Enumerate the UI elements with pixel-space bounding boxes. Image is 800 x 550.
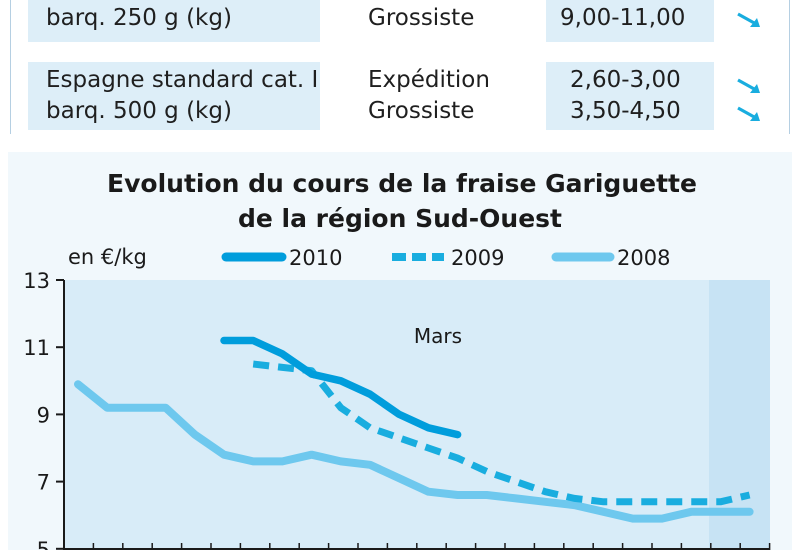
y-tick-label: 13 [23,269,50,293]
legend: 2010 2009 2008 [221,246,670,270]
y-axis: 13 11 9 7 5 [23,269,65,550]
price-text: 3,50-4,50 [570,98,681,124]
stage-cell: Expédition Grossiste [320,62,546,130]
y-tick-label: 5 [37,538,50,550]
x-axis [63,543,771,550]
y-tick-label: 11 [23,336,50,360]
product-text: barq. 500 g (kg) [46,98,232,124]
stage-cell: Grossiste [320,0,546,42]
price-text: 2,60-3,00 [570,67,681,93]
y-tick-label: 7 [37,471,50,495]
trend-down-icon [737,106,760,121]
table-row: Espagne standard cat. I barq. 500 g (kg)… [28,62,790,130]
price-cell: 2,60-3,00 3,50-4,50 [546,62,714,130]
price-text: 9,00-11,00 [560,5,686,31]
product-cell: Espagne standard cat. I barq. 500 g (kg) [28,62,320,130]
table-border-right [789,0,790,134]
series-line-2008 [74,380,754,523]
product-text: Espagne standard cat. I [46,67,319,93]
stage-text: Expédition [368,67,490,93]
month-annotation: Mars [414,324,462,348]
table-row: barq. 250 g (kg) Grossiste 9,00-11,00 [28,0,790,42]
series-line-2009 [252,360,751,506]
table-border-left [10,0,11,134]
legend-label-2010: 2010 [289,246,342,270]
product-text: barq. 250 g (kg) [46,5,232,31]
legend-label-2008: 2008 [617,246,670,270]
product-cell: barq. 250 g (kg) [28,0,320,42]
y-tick-label: 9 [37,403,50,427]
trend-down-icon [737,12,760,27]
series-group [74,336,754,523]
price-cell: 9,00-11,00 [546,0,714,42]
y-axis-unit-label: en €/kg [68,245,147,269]
stage-text: Grossiste [368,5,475,31]
chart-title-line: Evolution du cours de la fraise Gariguet… [107,169,697,198]
stage-text: Grossiste [368,98,475,124]
trend-down-icon [737,78,760,93]
legend-label-2009: 2009 [451,246,504,270]
price-table: barq. 250 g (kg) Grossiste 9,00-11,00 Es… [0,0,800,138]
chart-title-line: de la région Sud-Ouest [238,204,562,233]
